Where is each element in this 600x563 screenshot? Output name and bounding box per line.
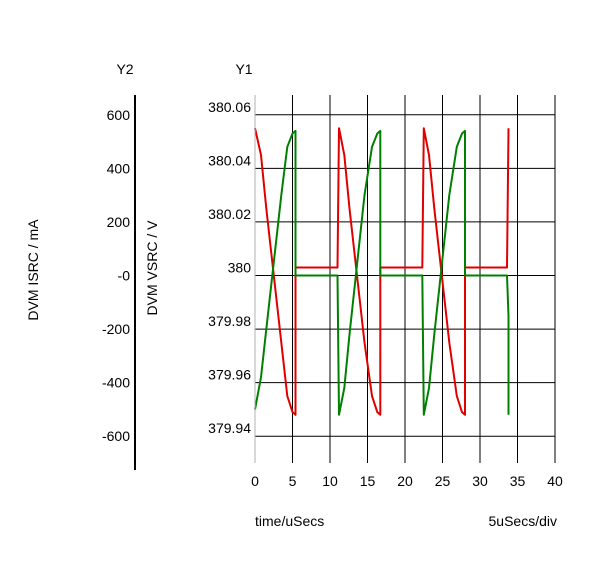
series-layer — [254, 127, 510, 416]
y1-tick-label: 379.96 — [208, 367, 251, 383]
x-scale-note: 5uSecs/div — [489, 513, 557, 529]
y2-tick-label: 200 — [107, 214, 131, 230]
x-tick-label: 30 — [472, 473, 488, 489]
y2-tick-label: 400 — [107, 160, 131, 176]
x-tick-label: 25 — [435, 473, 451, 489]
x-tick-label: 15 — [360, 473, 376, 489]
x-tick-label: 10 — [322, 473, 338, 489]
x-tick-label: 20 — [397, 473, 413, 489]
y2-tick-labels: 600 400 200 -0 -200 -400 -600 — [102, 107, 130, 444]
x-tick-label: 35 — [510, 473, 526, 489]
y2-tick-label: 600 — [107, 107, 131, 123]
y1-tick-labels: 380.06 380.04 380.02 380 379.98 379.96 379.94 — [208, 99, 251, 436]
x-tick-label: 0 — [251, 473, 259, 489]
y2-tick-label: -600 — [102, 428, 130, 444]
y1-tick-label: 380.06 — [208, 99, 251, 115]
series-line-2 — [254, 129, 510, 416]
y1-axis-label: DVM VSRC / V — [144, 220, 160, 316]
y2-tick-label: -0 — [118, 268, 131, 284]
y1-tick-label: 380.02 — [208, 206, 251, 222]
y2-tick-label: -200 — [102, 321, 130, 337]
x-axis-label: time/uSecs — [255, 513, 324, 529]
x-tick-label: 40 — [547, 473, 563, 489]
y1-tick-label: 379.98 — [208, 313, 251, 329]
y1-tick-label: 380 — [228, 260, 252, 276]
series-line-1 — [254, 127, 510, 416]
x-tick-label: 5 — [289, 473, 297, 489]
y2-header: Y2 — [116, 61, 133, 77]
grid — [255, 95, 556, 463]
x-tick-labels: 0 5 10 15 20 25 30 35 40 — [251, 473, 563, 489]
y1-tick-label: 379.94 — [208, 420, 251, 436]
y2-axis-label: DVM ISRC / mA — [25, 219, 41, 321]
y1-header: Y1 — [235, 61, 252, 77]
y1-tick-label: 380.04 — [208, 152, 251, 168]
y2-tick-label: -400 — [102, 375, 130, 391]
